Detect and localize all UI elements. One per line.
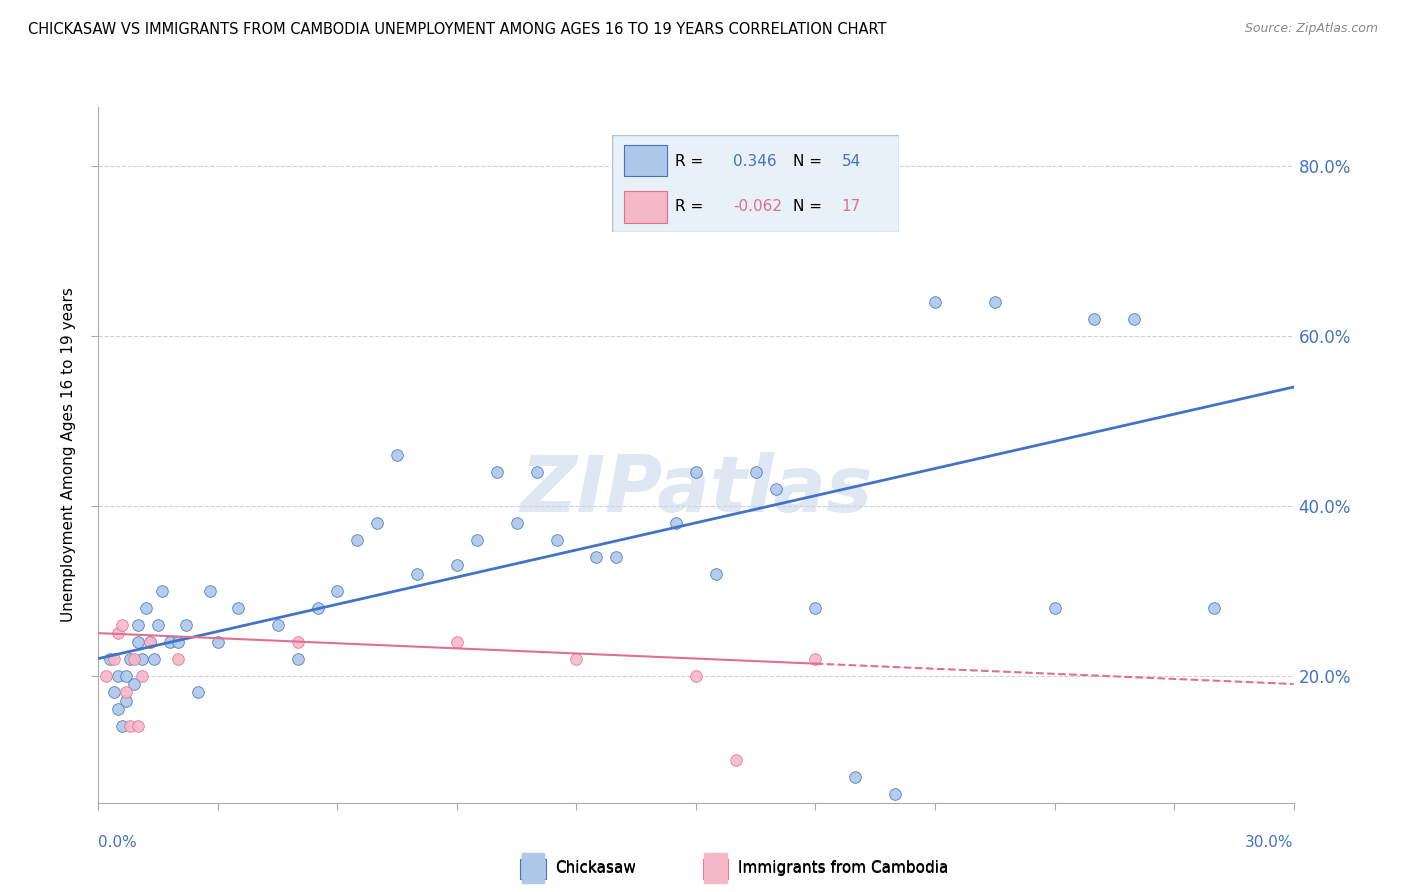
Point xyxy=(143,651,166,665)
Point xyxy=(307,600,329,615)
Point xyxy=(506,516,529,530)
Text: Immigrants from Cambodia: Immigrants from Cambodia xyxy=(738,861,949,875)
Text: R =: R = xyxy=(675,200,703,214)
Text: Chickasaw: Chickasaw xyxy=(555,861,637,875)
Point xyxy=(127,719,149,733)
Point xyxy=(135,600,157,615)
Point xyxy=(804,600,827,615)
Text: 54: 54 xyxy=(842,153,860,169)
Text: CHICKASAW VS IMMIGRANTS FROM CAMBODIA UNEMPLOYMENT AMONG AGES 16 TO 19 YEARS COR: CHICKASAW VS IMMIGRANTS FROM CAMBODIA UN… xyxy=(28,22,887,37)
Point xyxy=(485,465,508,479)
Point xyxy=(1123,312,1146,326)
Point xyxy=(465,533,488,547)
Point xyxy=(287,634,309,648)
Point xyxy=(150,583,173,598)
Point xyxy=(148,617,170,632)
Point xyxy=(884,787,907,801)
Point xyxy=(107,702,129,716)
Point xyxy=(366,516,388,530)
Point xyxy=(1202,600,1225,615)
Point xyxy=(131,651,153,665)
Point xyxy=(159,634,181,648)
Point xyxy=(446,634,468,648)
Point xyxy=(120,719,142,733)
Point xyxy=(385,448,409,462)
Point xyxy=(984,295,1007,310)
Point xyxy=(103,651,125,665)
Point xyxy=(139,634,162,648)
Text: Source: ZipAtlas.com: Source: ZipAtlas.com xyxy=(1244,22,1378,36)
Point xyxy=(120,651,142,665)
Point xyxy=(167,651,190,665)
Point xyxy=(804,651,827,665)
Point xyxy=(207,634,229,648)
Y-axis label: Unemployment Among Ages 16 to 19 years: Unemployment Among Ages 16 to 19 years xyxy=(60,287,76,623)
Point xyxy=(406,566,429,581)
Point xyxy=(174,617,197,632)
Text: Chickasaw: Chickasaw xyxy=(555,862,637,876)
Point xyxy=(107,668,129,682)
Point xyxy=(167,634,190,648)
Point xyxy=(127,634,149,648)
Text: ZIPatlas: ZIPatlas xyxy=(520,451,872,528)
Point xyxy=(326,583,349,598)
Point xyxy=(1043,600,1066,615)
Point xyxy=(226,600,249,615)
Point xyxy=(96,668,118,682)
Point xyxy=(526,465,548,479)
Text: 0.0%: 0.0% xyxy=(98,836,138,850)
Text: -0.062: -0.062 xyxy=(733,200,782,214)
Bar xyxy=(624,192,666,222)
Point xyxy=(745,465,768,479)
Point xyxy=(187,685,209,699)
Point xyxy=(115,668,138,682)
Text: N =: N = xyxy=(793,153,823,169)
Point xyxy=(924,295,946,310)
Point xyxy=(115,685,138,699)
Point xyxy=(287,651,309,665)
Point xyxy=(111,719,134,733)
Point xyxy=(111,617,134,632)
Text: 17: 17 xyxy=(842,200,860,214)
Text: R =: R = xyxy=(675,153,703,169)
Point xyxy=(844,770,866,784)
Text: N =: N = xyxy=(793,200,823,214)
Point xyxy=(115,694,138,708)
Point xyxy=(127,617,149,632)
Point xyxy=(346,533,368,547)
Point xyxy=(1083,312,1105,326)
Point xyxy=(107,626,129,640)
Point xyxy=(446,558,468,573)
Text: Immigrants from Cambodia: Immigrants from Cambodia xyxy=(738,862,949,876)
Point xyxy=(685,465,707,479)
Point xyxy=(103,685,125,699)
Point xyxy=(131,668,153,682)
Point xyxy=(546,533,568,547)
Point xyxy=(685,668,707,682)
Text: 0.346: 0.346 xyxy=(733,153,776,169)
Point xyxy=(139,634,162,648)
Point xyxy=(724,753,747,767)
Point xyxy=(198,583,221,598)
Point xyxy=(565,651,588,665)
Point xyxy=(765,482,787,496)
Text: 30.0%: 30.0% xyxy=(1246,836,1294,850)
Bar xyxy=(624,145,666,176)
Point xyxy=(267,617,290,632)
Point xyxy=(124,651,146,665)
Point xyxy=(605,549,627,564)
Point xyxy=(585,549,607,564)
Point xyxy=(665,516,688,530)
Point xyxy=(704,566,727,581)
Point xyxy=(98,651,122,665)
Point xyxy=(124,677,146,691)
